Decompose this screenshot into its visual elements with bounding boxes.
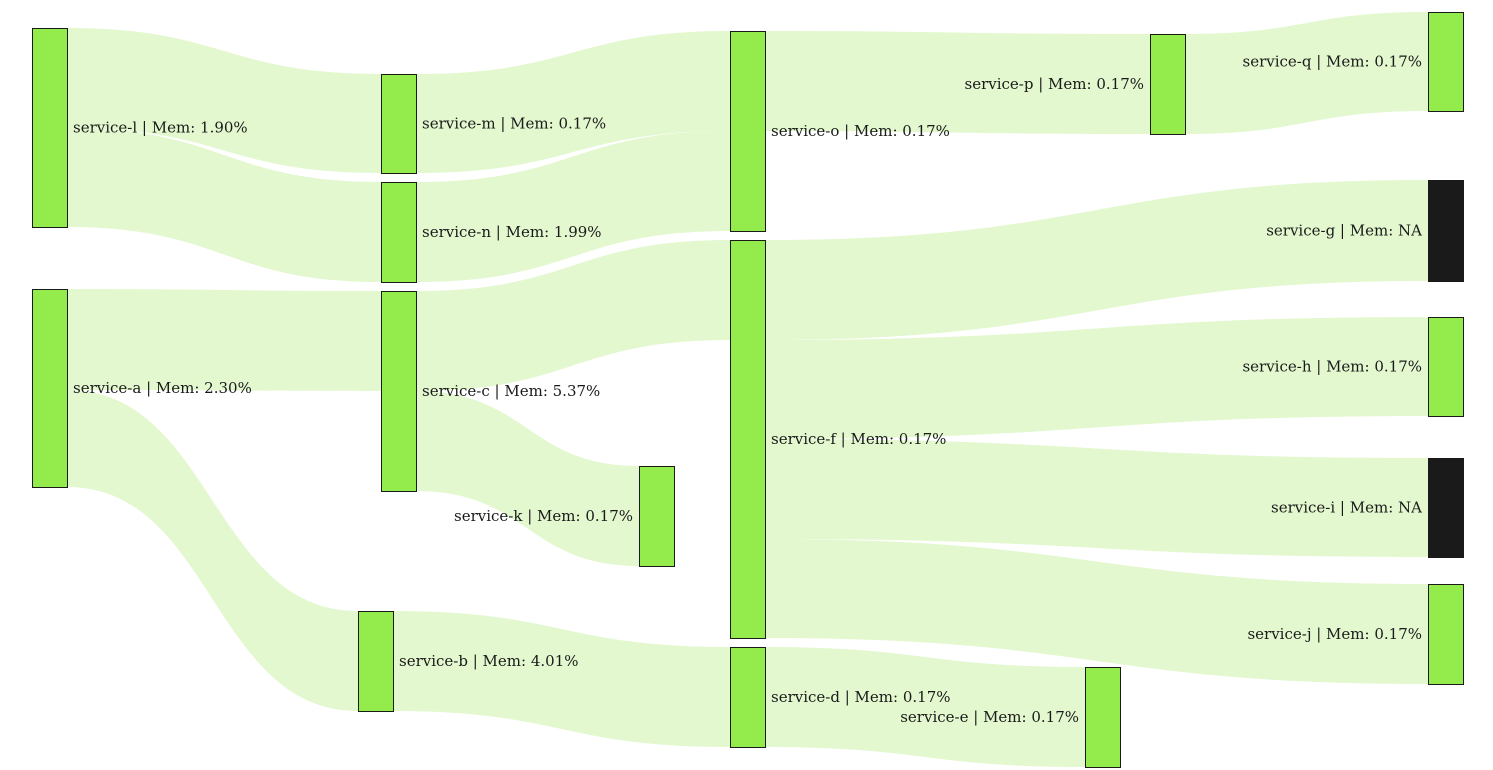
node-service-j[interactable] [1428, 584, 1464, 685]
link-service-o-to-service-p [765, 31, 1150, 134]
node-service-h[interactable] [1428, 317, 1464, 417]
node-label-service-a: service-a | Mem: 2.30% [73, 379, 252, 397]
node-service-b[interactable] [358, 611, 394, 712]
node-label-service-g: service-g | Mem: NA [1266, 222, 1422, 240]
link-service-b-to-service-d [393, 611, 730, 747]
node-service-q[interactable] [1428, 12, 1464, 112]
node-service-l[interactable] [32, 28, 68, 228]
node-label-service-b: service-b | Mem: 4.01% [399, 652, 579, 670]
node-service-f[interactable] [730, 240, 766, 639]
node-label-service-n: service-n | Mem: 1.99% [422, 223, 602, 241]
node-service-o[interactable] [730, 31, 766, 232]
node-label-service-p: service-p | Mem: 0.17% [965, 75, 1145, 93]
node-service-e[interactable] [1085, 667, 1121, 768]
node-service-n[interactable] [381, 182, 417, 283]
link-service-a-to-service-b [67, 390, 358, 711]
link-service-m-to-service-o [416, 31, 730, 173]
link-service-l-to-service-m [67, 28, 381, 173]
link-service-a-to-service-c [67, 289, 381, 391]
node-service-i[interactable] [1428, 458, 1464, 558]
node-label-service-k: service-k | Mem: 0.17% [454, 507, 633, 525]
node-label-service-h: service-h | Mem: 0.17% [1242, 358, 1422, 376]
node-service-k[interactable] [639, 466, 675, 567]
link-service-l-to-service-n [67, 128, 381, 282]
node-service-m[interactable] [381, 74, 417, 174]
link-service-c-to-service-f [416, 240, 730, 391]
link-service-f-to-service-j [765, 539, 1428, 684]
node-label-service-o: service-o | Mem: 0.17% [771, 122, 950, 140]
node-service-d[interactable] [730, 647, 766, 748]
link-service-n-to-service-o [416, 131, 730, 282]
links-layer [67, 12, 1428, 767]
node-label-service-i: service-i | Mem: NA [1271, 499, 1422, 517]
node-label-service-l: service-l | Mem: 1.90% [73, 119, 248, 137]
node-label-service-j: service-j | Mem: 0.17% [1247, 625, 1422, 643]
link-service-c-to-service-k [416, 391, 639, 566]
link-service-f-to-service-h [765, 317, 1428, 439]
node-label-service-q: service-q | Mem: 0.17% [1243, 53, 1423, 71]
node-label-service-e: service-e | Mem: 0.17% [900, 708, 1079, 726]
node-label-service-d: service-d | Mem: 0.17% [771, 688, 951, 706]
node-label-service-c: service-c | Mem: 5.37% [422, 382, 600, 400]
link-service-f-to-service-g [765, 180, 1428, 340]
node-service-g[interactable] [1428, 180, 1464, 282]
node-service-p[interactable] [1150, 34, 1186, 135]
link-service-f-to-service-i [765, 439, 1428, 557]
link-service-p-to-service-q [1185, 12, 1428, 134]
link-service-d-to-service-e [765, 647, 1085, 767]
node-service-c[interactable] [381, 291, 417, 492]
labels-layer: service-l | Mem: 1.90% service-a | Mem: 2… [73, 53, 1422, 727]
nodes-layer [32, 12, 1464, 768]
node-label-service-m: service-m | Mem: 0.17% [422, 115, 606, 133]
node-label-service-f: service-f | Mem: 0.17% [771, 430, 946, 448]
node-service-a[interactable] [32, 289, 68, 488]
